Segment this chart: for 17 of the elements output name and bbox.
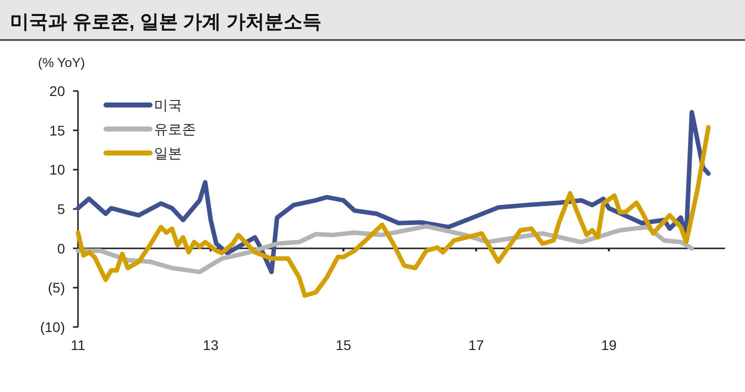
legend-label: 미국 — [154, 97, 182, 113]
x-tick-label: 11 — [70, 337, 86, 353]
y-tick-label: 0 — [57, 240, 66, 256]
legend-label: 일본 — [154, 145, 182, 161]
y-tick-label: 10 — [49, 162, 66, 178]
x-tick-label: 17 — [468, 337, 484, 353]
y-tick-label: (5) — [48, 280, 65, 296]
y-tick-label: 20 — [49, 83, 66, 99]
y-tick-label: (10) — [40, 319, 65, 335]
y-tick-label: 15 — [49, 122, 66, 138]
x-tick-label: 15 — [336, 337, 352, 353]
y-tick-label: 5 — [57, 201, 66, 217]
legend-label: 유로존 — [154, 121, 196, 137]
chart-title: 미국과 유로존, 일본 가계 가처분소득 — [10, 12, 322, 33]
y-axis-title: (% YoY) — [38, 55, 85, 70]
x-tick-label: 19 — [601, 337, 617, 353]
x-tick-label: 13 — [202, 337, 219, 353]
